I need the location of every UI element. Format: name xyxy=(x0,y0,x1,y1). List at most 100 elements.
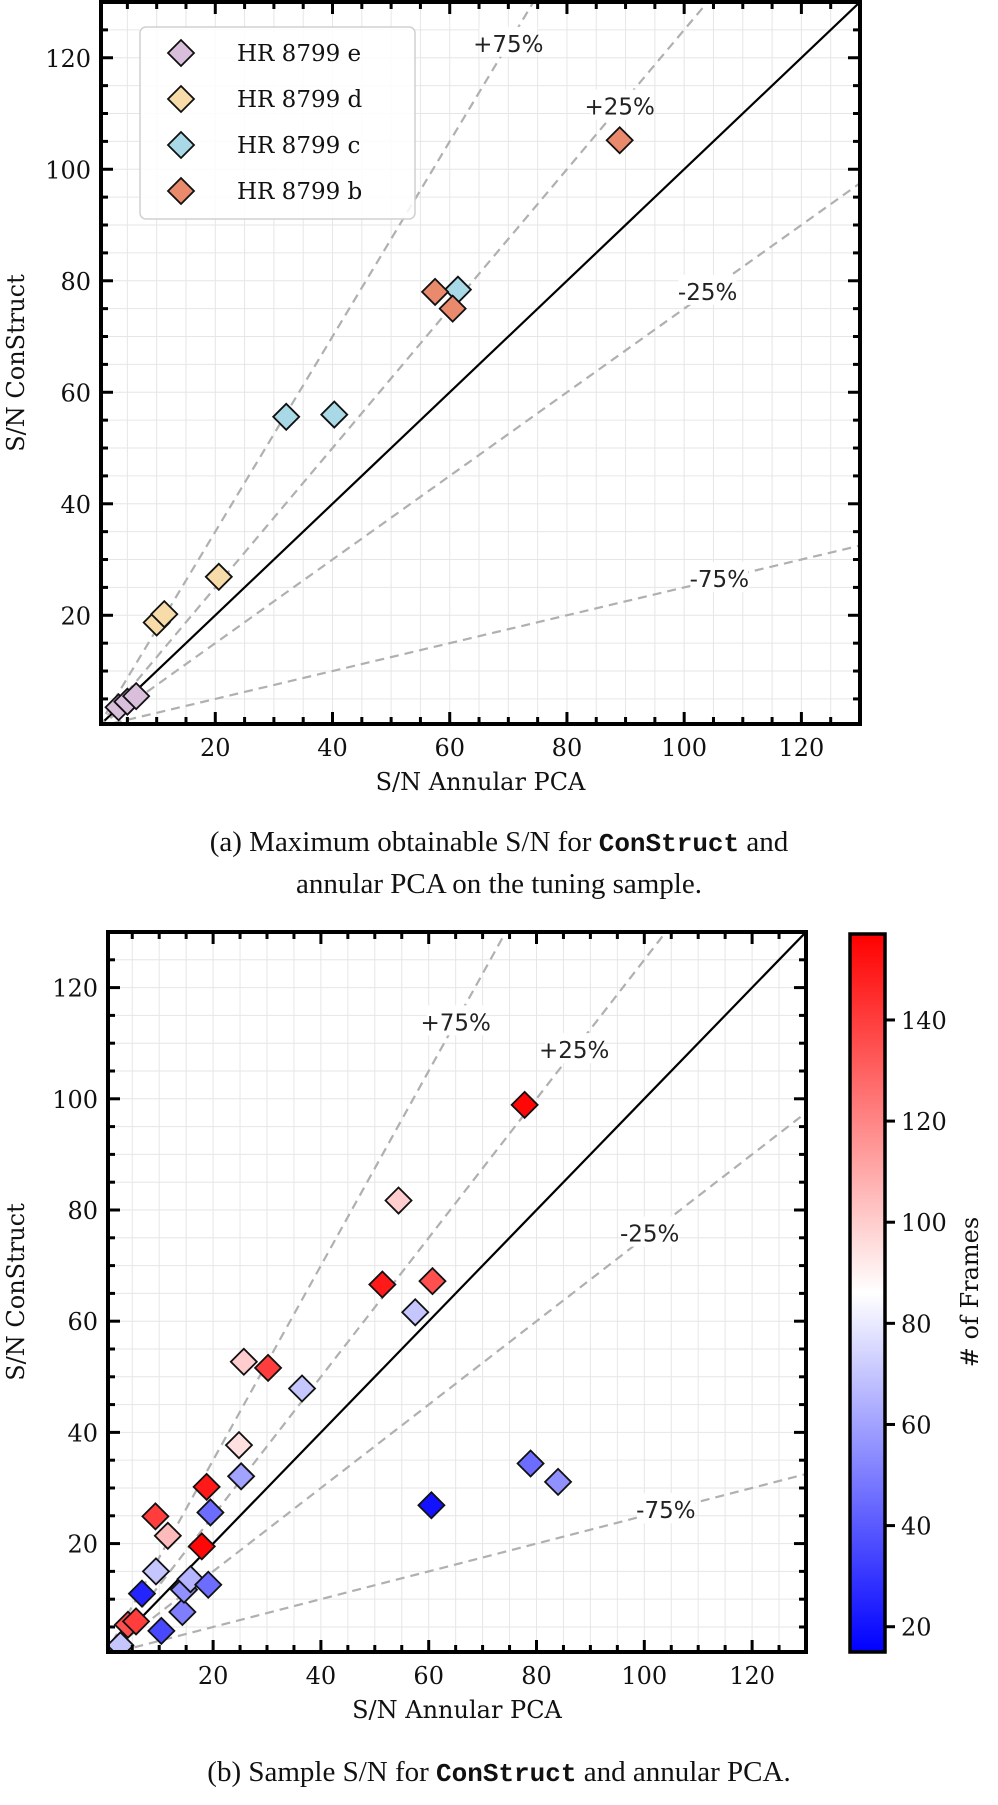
caption-b-code: ConStruct xyxy=(436,1759,577,1789)
data-point xyxy=(147,1616,176,1646)
legend-marker xyxy=(166,130,196,160)
data-point xyxy=(418,1266,447,1296)
colorbar-tick-label: 40 xyxy=(901,1513,932,1541)
data-point xyxy=(121,1607,151,1636)
y-axis-label: S/N ConStruct xyxy=(2,1203,30,1381)
data-point xyxy=(176,1564,205,1594)
x-tick-label: 100 xyxy=(661,734,707,762)
data-point xyxy=(253,1353,283,1383)
caption-a: (a) Maximum obtainable S/N for ConStruct… xyxy=(0,822,998,904)
x-tick-label: 80 xyxy=(552,734,583,762)
legend-label: HR 8799 c xyxy=(237,133,360,159)
reference-label: +75% xyxy=(473,32,543,58)
legend-marker xyxy=(166,38,196,68)
reference-label-bg xyxy=(690,562,749,593)
reference-line xyxy=(101,182,860,724)
x-tick-label: 120 xyxy=(778,734,824,762)
data-point xyxy=(368,1270,397,1299)
data-point xyxy=(150,599,179,629)
reference-label-bg xyxy=(636,1493,695,1524)
data-point xyxy=(192,1472,221,1502)
reference-label: +25% xyxy=(584,95,654,121)
x-tick-label: 80 xyxy=(521,1662,552,1690)
colorbar-label: # of Frames xyxy=(956,1217,984,1367)
reference-label: -25% xyxy=(620,1222,679,1248)
x-tick-label: 60 xyxy=(413,1662,444,1690)
caption-a-text-end: and xyxy=(739,826,789,858)
data-point xyxy=(141,1557,171,1586)
y-tick-label: 120 xyxy=(45,45,91,73)
caption-b-text-end: and annular PCA. xyxy=(576,1756,791,1788)
data-point xyxy=(384,1186,413,1215)
x-axis-label: S/N Annular PCA xyxy=(376,768,586,796)
data-point xyxy=(516,1449,545,1478)
data-point xyxy=(196,1498,225,1527)
data-point xyxy=(121,681,151,711)
caption-b: (b) Sample S/N for ConStruct and annular… xyxy=(0,1752,998,1794)
x-tick-label: 20 xyxy=(198,1662,229,1690)
legend-marker xyxy=(166,176,196,206)
x-tick-label: 60 xyxy=(434,734,465,762)
caption-a-code: ConStruct xyxy=(598,829,740,859)
caption-b-text: (b) Sample S/N for xyxy=(207,1756,437,1788)
reference-line xyxy=(101,2,860,724)
reference-line xyxy=(101,2,535,724)
legend-label: HR 8799 b xyxy=(237,179,362,205)
caption-a-text: (a) Maximum obtainable S/N for xyxy=(209,826,599,858)
y-tick-label: 80 xyxy=(67,1197,98,1225)
y-tick-label: 120 xyxy=(52,975,98,1003)
plot-a: +75% +25% -25% -75% 20 40 60 80 100 120 20 40 60 80 10… xyxy=(2,0,862,796)
reference-label: +25% xyxy=(539,1038,609,1064)
x-tick-label: 40 xyxy=(306,1662,337,1690)
data-point xyxy=(168,1597,197,1627)
legend-label: HR 8799 e xyxy=(237,41,361,67)
data-point xyxy=(605,125,634,155)
y-axis-label: S/N ConStruct xyxy=(2,274,30,452)
x-tick-label: 20 xyxy=(200,734,231,762)
y-tick-label: 40 xyxy=(67,1419,98,1447)
data-point xyxy=(187,1532,217,1561)
x-tick-label: 40 xyxy=(317,734,348,762)
data-point xyxy=(400,1298,430,1327)
reference-line xyxy=(108,932,806,1652)
caption-a-line2: annular PCA on the tuning sample. xyxy=(296,868,702,900)
data-point xyxy=(543,1467,573,1497)
data-point xyxy=(420,277,450,307)
y-tick-label: 20 xyxy=(60,602,91,630)
colorbar-tick-label: 80 xyxy=(901,1310,932,1338)
y-tick-label: 20 xyxy=(67,1531,98,1559)
data-point xyxy=(224,1430,254,1460)
reference-label: -25% xyxy=(678,280,737,306)
legend-marker xyxy=(166,84,196,114)
reference-label-bg xyxy=(479,26,538,57)
y-tick-label: 60 xyxy=(60,379,91,407)
points xyxy=(104,125,634,722)
data-point xyxy=(127,1579,157,1608)
data-point xyxy=(438,294,467,323)
colorbar-tick-label: 140 xyxy=(901,1007,947,1035)
reference-label: -75% xyxy=(636,1498,695,1524)
colorbar-tick-label: 20 xyxy=(901,1614,932,1642)
reference-label: +75% xyxy=(420,1010,490,1036)
colorbar-tick-label: 100 xyxy=(901,1209,947,1237)
data-point xyxy=(193,1570,223,1600)
plot-b: +75% +25% -25% -75% 20 40 60 80 100 120 20 40 60 80 10… xyxy=(2,930,984,1724)
colorbar xyxy=(848,932,887,1654)
points xyxy=(108,1090,573,1652)
data-point xyxy=(226,1462,256,1491)
x-axis-label: S/N Annular PCA xyxy=(352,1696,562,1724)
data-point xyxy=(417,1490,446,1520)
reference-label-bg xyxy=(426,1005,485,1036)
reference-label-bg xyxy=(545,1033,604,1064)
reference-label-bg xyxy=(620,1216,679,1247)
colorbar-tick-label: 120 xyxy=(901,1108,947,1136)
y-tick-label: 60 xyxy=(67,1308,98,1336)
reference-line xyxy=(108,932,668,1652)
reference-label: -75% xyxy=(690,567,749,593)
colorbar-tick-label: 60 xyxy=(901,1411,932,1439)
data-point xyxy=(287,1374,317,1403)
data-point xyxy=(141,1502,170,1531)
y-tick-label: 100 xyxy=(45,156,91,184)
reference-label-bg xyxy=(590,89,649,120)
